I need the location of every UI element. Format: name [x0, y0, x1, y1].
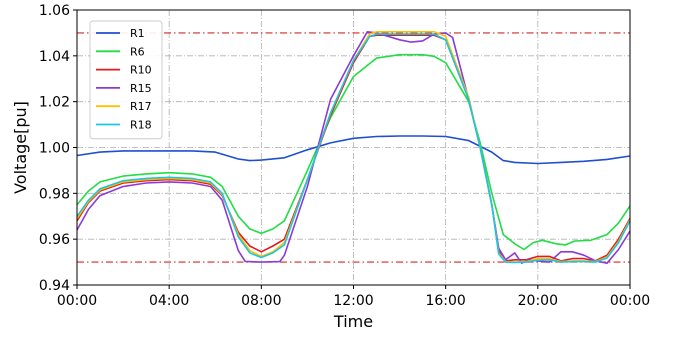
y-tick-label: 0.96: [39, 232, 70, 248]
y-axis-label: Voltage[pu]: [11, 101, 30, 194]
x-tick-label: 16:00: [425, 293, 465, 309]
y-tick-label: 1.00: [39, 141, 70, 157]
legend-label: R18: [130, 119, 152, 132]
legend-label: R6: [130, 45, 145, 58]
series-line-r18: [76, 33, 631, 264]
y-tick-label: 1.04: [39, 49, 70, 65]
legend-label: R1: [130, 27, 145, 40]
legend-label: R10: [130, 64, 152, 77]
series-line-r15: [76, 31, 631, 264]
series-line-r6: [76, 53, 631, 251]
series-lines: [76, 31, 631, 264]
series-line-r1: [76, 135, 631, 165]
legend-label: R17: [130, 100, 152, 113]
legend-label: R15: [130, 82, 152, 95]
x-tick-label: 04:00: [149, 293, 189, 309]
x-tick-label: 08:00: [241, 293, 281, 309]
x-tick-label: 00:00: [57, 293, 97, 309]
y-tick-label: 0.94: [39, 278, 70, 294]
y-tick-label: 1.06: [39, 3, 70, 19]
x-tick-label: 00:00: [610, 293, 650, 309]
series-line-r10: [76, 34, 631, 262]
legend: R1 R6 R10 R15 R17 R18: [89, 20, 163, 140]
x-tick-label: 20:00: [518, 293, 558, 309]
x-axis-label: Time: [333, 312, 373, 331]
y-tick-label: 1.02: [39, 95, 70, 111]
x-tick-label: 12:00: [333, 293, 373, 309]
limit-lines: [77, 32, 630, 263]
y-tick-label: 0.98: [39, 186, 70, 202]
axis-ticks: 00:00 04:00 08:00 12:00 16:00 20:00 00:000.940…: [39, 3, 650, 309]
